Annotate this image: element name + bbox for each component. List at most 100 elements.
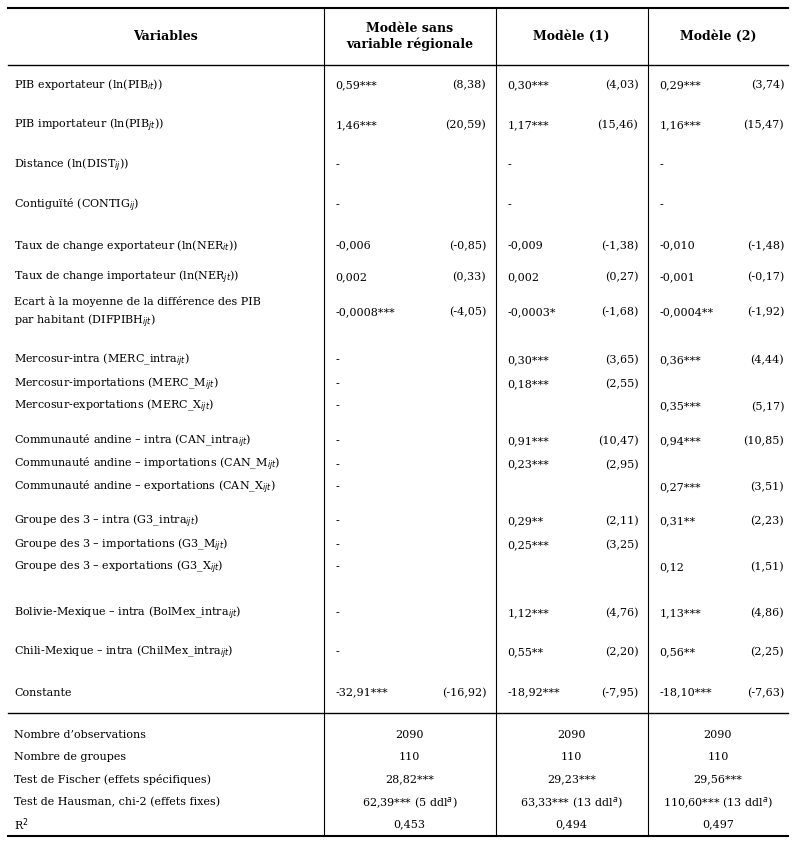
Text: (-1,38): (-1,38)	[601, 241, 638, 251]
Text: 0,30***: 0,30***	[507, 355, 549, 365]
Text: 0,35***: 0,35***	[659, 402, 701, 412]
Text: (4,86): (4,86)	[751, 609, 784, 619]
Text: (15,47): (15,47)	[743, 120, 784, 130]
Text: (0,27): (0,27)	[605, 272, 638, 282]
Text: Groupe des 3 – intra (G3_intra$_{ijt}$): Groupe des 3 – intra (G3_intra$_{ijt}$)	[14, 512, 199, 530]
Text: Distance (ln(DIST$_{ij}$)): Distance (ln(DIST$_{ij}$))	[14, 156, 130, 174]
Text: PIB importateur (ln(PIB$_{jt}$)): PIB importateur (ln(PIB$_{jt}$))	[14, 116, 164, 133]
Text: -0,006: -0,006	[336, 241, 372, 251]
Text: Ecart à la moyenne de la différence des PIB: Ecart à la moyenne de la différence des …	[14, 296, 261, 307]
Text: (3,65): (3,65)	[605, 355, 638, 365]
Text: (5,17): (5,17)	[751, 402, 784, 412]
Text: (2,95): (2,95)	[605, 459, 638, 470]
Text: (-7,63): (-7,63)	[747, 687, 784, 698]
Text: Mercosur-importations (MERC_M$_{ijt}$): Mercosur-importations (MERC_M$_{ijt}$)	[14, 376, 219, 393]
Text: 0,002: 0,002	[336, 272, 368, 282]
Text: (0,33): (0,33)	[452, 272, 486, 282]
Text: Test de Hausman, chi-2 (effets fixes): Test de Hausman, chi-2 (effets fixes)	[14, 797, 220, 807]
Text: (8,38): (8,38)	[452, 79, 486, 90]
Text: 0,453: 0,453	[394, 820, 426, 830]
Text: 1,13***: 1,13***	[659, 609, 701, 619]
Text: -: -	[336, 517, 339, 527]
Text: (3,51): (3,51)	[751, 482, 784, 492]
Text: Nombre de groupes: Nombre de groupes	[14, 752, 127, 762]
Text: 0,25***: 0,25***	[507, 540, 549, 550]
Text: Constante: Constante	[14, 688, 72, 697]
Text: 0,29***: 0,29***	[659, 80, 701, 89]
Text: 63,33*** (13 ddl$^{a}$): 63,33*** (13 ddl$^{a}$)	[521, 794, 623, 809]
Text: (1,51): (1,51)	[751, 562, 784, 572]
Text: -: -	[336, 460, 339, 469]
Text: Mercosur-intra (MERC_intra$_{ijt}$): Mercosur-intra (MERC_intra$_{ijt}$)	[14, 352, 189, 369]
Text: par habitant (DIFPIBH$_{ijt}$): par habitant (DIFPIBH$_{ijt}$)	[14, 313, 156, 330]
Text: -0,0004**: -0,0004**	[659, 306, 713, 316]
Text: (-0,17): (-0,17)	[747, 272, 784, 282]
Text: 0,30***: 0,30***	[507, 80, 549, 89]
Text: Modèle sans
variable régionale: Modèle sans variable régionale	[346, 22, 474, 51]
Text: 0,23***: 0,23***	[507, 460, 549, 469]
Text: -: -	[336, 609, 339, 619]
Text: Modèle (2): Modèle (2)	[680, 30, 756, 43]
Text: 110,60*** (13 ddl$^{a}$): 110,60*** (13 ddl$^{a}$)	[663, 794, 773, 809]
Text: (4,03): (4,03)	[605, 79, 638, 90]
Text: (-16,92): (-16,92)	[442, 687, 486, 698]
Text: Taux de change exportateur (ln(NER$_{it}$)): Taux de change exportateur (ln(NER$_{it}…	[14, 238, 238, 253]
Text: Nombre d’observations: Nombre d’observations	[14, 730, 146, 740]
Text: (15,46): (15,46)	[598, 120, 638, 130]
Text: -: -	[659, 160, 663, 170]
Text: -0,0008***: -0,0008***	[336, 306, 396, 316]
Text: 110: 110	[399, 752, 420, 762]
Text: Mercosur-exportations (MERC_X$_{ijt}$): Mercosur-exportations (MERC_X$_{ijt}$)	[14, 398, 214, 415]
Text: (4,44): (4,44)	[751, 355, 784, 365]
Text: -: -	[336, 160, 339, 170]
Text: 0,56**: 0,56**	[659, 647, 696, 657]
Text: Communauté andine – intra (CAN_intra$_{ijt}$): Communauté andine – intra (CAN_intra$_{i…	[14, 432, 252, 450]
Text: -: -	[336, 201, 339, 210]
Text: 0,94***: 0,94***	[659, 436, 701, 446]
Text: 0,18***: 0,18***	[507, 379, 549, 389]
Text: Variables: Variables	[134, 30, 198, 43]
Text: 1,46***: 1,46***	[336, 120, 377, 130]
Text: 0,36***: 0,36***	[659, 355, 701, 365]
Text: Chili-Mexique – intra (ChilMex_intra$_{ijt}$): Chili-Mexique – intra (ChilMex_intra$_{i…	[14, 644, 234, 661]
Text: 0,91***: 0,91***	[507, 436, 549, 446]
Text: (3,25): (3,25)	[605, 540, 638, 550]
Text: -: -	[336, 482, 339, 492]
Text: 0,494: 0,494	[556, 820, 587, 830]
Text: -: -	[336, 562, 339, 572]
Text: 0,12: 0,12	[659, 562, 685, 572]
Text: (10,47): (10,47)	[598, 436, 638, 446]
Text: -18,10***: -18,10***	[659, 688, 712, 697]
Text: 28,82***: 28,82***	[385, 775, 434, 785]
Text: (3,74): (3,74)	[751, 79, 784, 90]
Text: Taux de change importateur (ln(NER$_{jt}$)): Taux de change importateur (ln(NER$_{jt}…	[14, 268, 240, 285]
Text: -: -	[336, 540, 339, 550]
Text: Contiguïté (CONTIG$_{ij}$): Contiguïté (CONTIG$_{ij}$)	[14, 197, 140, 214]
Text: -: -	[336, 436, 339, 446]
Text: (-1,48): (-1,48)	[747, 241, 784, 251]
Text: Groupe des 3 – exportations (G3_X$_{ijt}$): Groupe des 3 – exportations (G3_X$_{ijt}…	[14, 559, 224, 576]
Text: 110: 110	[561, 752, 582, 762]
Text: (2,55): (2,55)	[605, 379, 638, 389]
Text: (-1,92): (-1,92)	[747, 306, 784, 316]
Text: 29,23***: 29,23***	[547, 775, 596, 785]
Text: -: -	[336, 379, 339, 389]
Text: 0,27***: 0,27***	[659, 482, 701, 492]
Text: 0,31**: 0,31**	[659, 517, 696, 527]
Text: -0,009: -0,009	[507, 241, 543, 251]
Text: Modèle (1): Modèle (1)	[533, 30, 610, 43]
Text: 110: 110	[707, 752, 728, 762]
Text: -32,91***: -32,91***	[336, 688, 388, 697]
Text: -0,001: -0,001	[659, 272, 695, 282]
Text: (2,25): (2,25)	[751, 647, 784, 657]
Text: 0,497: 0,497	[702, 820, 734, 830]
Text: -: -	[336, 355, 339, 365]
Text: Communauté andine – importations (CAN_M$_{ijt}$): Communauté andine – importations (CAN_M$…	[14, 456, 280, 473]
Text: (2,20): (2,20)	[605, 647, 638, 657]
Text: (-4,05): (-4,05)	[449, 306, 486, 316]
Text: 1,16***: 1,16***	[659, 120, 701, 130]
Text: (-1,68): (-1,68)	[601, 306, 638, 316]
Text: (2,11): (2,11)	[605, 517, 638, 527]
Text: -0,010: -0,010	[659, 241, 695, 251]
Text: 2090: 2090	[396, 730, 424, 740]
